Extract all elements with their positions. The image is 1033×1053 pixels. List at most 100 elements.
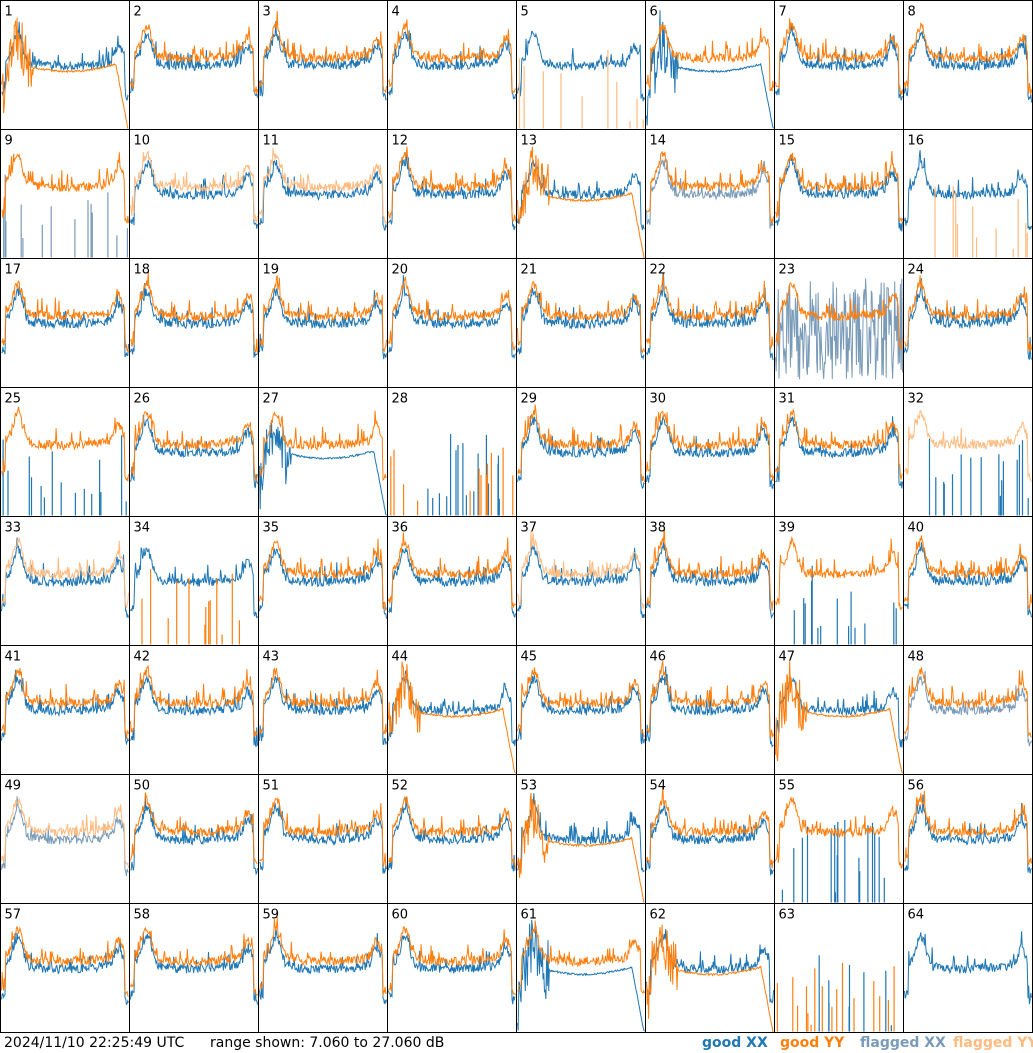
good-yy-trace-55 <box>775 796 903 869</box>
panel-label-58: 58 <box>134 908 151 923</box>
good-yy-trace-29 <box>517 404 645 482</box>
good-xx-trace-33 <box>1 537 129 618</box>
good-yy-trace-40 <box>904 535 1032 610</box>
panel-64: 64 <box>903 903 1033 1033</box>
good-yy-trace-17 <box>1 280 129 353</box>
good-yy-trace-26 <box>130 411 258 482</box>
good-xx-trace-15 <box>775 154 903 232</box>
good-yy-trace-59 <box>259 916 387 996</box>
panel-label-51: 51 <box>263 779 280 794</box>
legend-good-yy: good YY <box>780 1035 845 1051</box>
panel-40: 40 <box>903 516 1033 646</box>
good-xx-trace-38 <box>646 541 774 620</box>
panel-label-31: 31 <box>779 392 796 407</box>
good-xx-trace-26 <box>130 414 258 489</box>
flagged-xx-trace-9 <box>3 174 128 258</box>
panel-18: 18 <box>129 258 259 388</box>
good-xx-trace-56 <box>904 794 1032 874</box>
panel-label-45: 45 <box>521 650 538 665</box>
panel-label-13: 13 <box>521 134 538 149</box>
good-xx-trace-20 <box>388 275 516 360</box>
good-yy-trace-27 <box>259 410 387 482</box>
panel-label-27: 27 <box>263 392 280 407</box>
good-xx-trace-12 <box>388 151 516 231</box>
good-xx-trace-28 <box>427 434 500 516</box>
panel-label-19: 19 <box>263 263 280 278</box>
panel-label-30: 30 <box>650 392 667 407</box>
flagged-xx-trace-49 <box>1 796 129 876</box>
good-xx-trace-27 <box>259 422 387 516</box>
good-yy-trace-8 <box>904 22 1032 95</box>
good-yy-trace-58 <box>130 926 258 997</box>
good-yy-trace-41 <box>1 668 129 739</box>
panel-59: 59 <box>258 903 388 1033</box>
panel-frame-7 <box>774 0 904 130</box>
panel-49: 49 <box>0 774 130 904</box>
panel-9: 9 <box>0 129 130 259</box>
good-xx-trace-4 <box>388 30 516 100</box>
panel-17: 17 <box>0 258 130 388</box>
good-yy-trace-1 <box>1 17 129 129</box>
panel-label-55: 55 <box>779 779 796 794</box>
panel-24: 24 <box>903 258 1033 388</box>
panel-label-48: 48 <box>908 650 925 665</box>
good-xx-trace-60 <box>388 934 516 1005</box>
panel-label-5: 5 <box>521 5 529 20</box>
good-xx-trace-39 <box>793 565 897 645</box>
panel-33: 33 <box>0 516 130 646</box>
panel-label-24: 24 <box>908 263 925 278</box>
panel-label-11: 11 <box>263 134 280 149</box>
good-xx-trace-21 <box>517 287 645 361</box>
good-xx-trace-2 <box>130 32 258 98</box>
good-xx-trace-34 <box>130 547 258 619</box>
panel-15: 15 <box>774 129 904 259</box>
good-xx-trace-42 <box>130 675 258 747</box>
panel-8: 8 <box>903 0 1033 130</box>
panel-4: 4 <box>387 0 517 130</box>
panel-label-22: 22 <box>650 263 667 278</box>
panel-39: 39 <box>774 516 904 646</box>
panel-label-37: 37 <box>521 521 538 536</box>
good-yy-trace-63 <box>776 962 895 1032</box>
good-xx-trace-45 <box>517 675 645 745</box>
panel-51: 51 <box>258 774 388 904</box>
flagged-xx-trace-23 <box>775 278 903 380</box>
panel-label-36: 36 <box>392 521 409 536</box>
good-yy-trace-44 <box>388 661 516 774</box>
panel-label-54: 54 <box>650 779 667 794</box>
good-xx-trace-32 <box>928 438 1029 516</box>
good-xx-trace-35 <box>259 547 387 619</box>
panel-16: 16 <box>903 129 1033 259</box>
good-xx-trace-7 <box>775 25 903 101</box>
panel-35: 35 <box>258 516 388 646</box>
good-yy-trace-2 <box>130 24 258 94</box>
panel-55: 55 <box>774 774 904 904</box>
panel-42: 42 <box>129 645 259 775</box>
panel-label-44: 44 <box>392 650 409 665</box>
panel-50: 50 <box>129 774 259 904</box>
panel-38: 38 <box>645 516 775 646</box>
panel-label-17: 17 <box>5 263 22 278</box>
good-xx-trace-50 <box>130 796 258 876</box>
flagged-yy-trace-32 <box>904 410 1032 482</box>
panel-54: 54 <box>645 774 775 904</box>
panel-label-60: 60 <box>392 908 409 923</box>
good-yy-trace-52 <box>388 795 516 869</box>
good-yy-trace-53 <box>517 792 645 903</box>
panel-label-7: 7 <box>779 5 787 20</box>
panel-frame-14 <box>645 129 775 259</box>
panel-label-33: 33 <box>5 521 22 536</box>
panel-label-56: 56 <box>908 779 925 794</box>
good-yy-trace-39 <box>775 535 903 610</box>
panel-label-2: 2 <box>134 5 142 20</box>
panel-label-35: 35 <box>263 521 280 536</box>
panel-label-23: 23 <box>779 263 796 278</box>
panel-32: 32 <box>903 387 1033 517</box>
panel-3: 3 <box>258 0 388 130</box>
good-yy-trace-46 <box>646 660 774 739</box>
good-yy-trace-42 <box>130 665 258 737</box>
panel-61: 61 <box>516 903 646 1033</box>
good-yy-trace-50 <box>130 792 258 864</box>
panel-48: 48 <box>903 645 1033 775</box>
good-yy-trace-28 <box>390 447 514 516</box>
